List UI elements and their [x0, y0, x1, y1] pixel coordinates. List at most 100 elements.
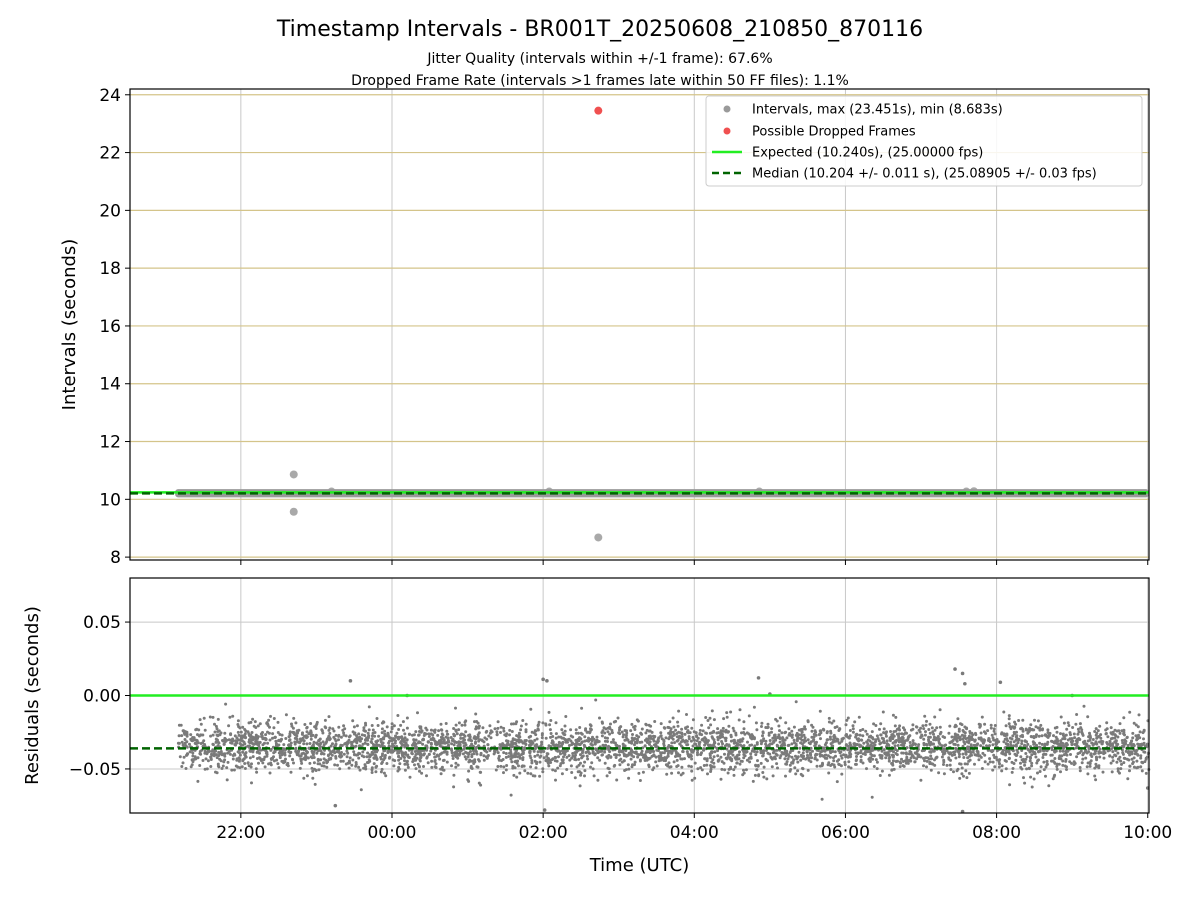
residual-point — [570, 743, 574, 747]
residual-point — [811, 749, 814, 753]
residual-point — [704, 716, 708, 719]
residual-point — [845, 718, 849, 722]
residual-point — [269, 714, 272, 718]
residual-point — [767, 731, 771, 735]
interval-point — [594, 533, 603, 542]
residual-point — [1025, 755, 1029, 759]
residual-point — [237, 733, 241, 737]
residual-point — [199, 742, 203, 745]
residual-point — [979, 731, 983, 735]
residuals-data — [130, 667, 1151, 814]
residual-point — [413, 758, 417, 762]
residual-point — [899, 736, 903, 740]
residual-point — [1141, 731, 1145, 735]
residual-point — [609, 722, 612, 726]
residual-point — [980, 767, 984, 770]
residual-point — [712, 755, 716, 759]
residual-point — [961, 729, 965, 732]
residual-point — [351, 719, 355, 723]
residual-point — [427, 735, 431, 738]
residual-point — [668, 720, 672, 724]
residual-point — [671, 730, 675, 734]
residual-outlier-point — [545, 679, 549, 683]
residual-point — [930, 726, 934, 730]
residual-point — [614, 719, 618, 723]
residual-point — [959, 722, 962, 726]
residual-point — [954, 724, 958, 728]
residual-point — [370, 737, 374, 741]
residual-point — [818, 752, 822, 756]
interval-point — [289, 507, 298, 516]
residual-point — [325, 765, 329, 769]
residual-point — [1132, 765, 1136, 769]
residual-point — [1084, 750, 1088, 754]
residual-point — [551, 742, 555, 746]
residual-point — [973, 753, 977, 757]
residual-point — [452, 734, 456, 738]
residual-point — [700, 723, 704, 727]
residual-point — [1075, 755, 1079, 759]
residual-point — [1052, 749, 1056, 753]
residual-point — [557, 755, 560, 759]
residual-point — [401, 720, 405, 724]
residual-point — [190, 739, 194, 743]
residual-point — [519, 724, 523, 728]
residual-point — [647, 734, 651, 738]
residual-point — [957, 727, 961, 731]
residual-point — [545, 754, 549, 758]
residual-point — [1087, 747, 1091, 751]
residual-point — [548, 728, 552, 732]
residual-point — [221, 752, 224, 756]
residual-point — [392, 744, 396, 748]
residual-point — [659, 734, 663, 738]
residual-point — [888, 755, 892, 759]
residual-point — [458, 741, 462, 745]
residual-point — [683, 732, 687, 736]
residual-point — [571, 735, 575, 739]
residual-point — [811, 739, 815, 743]
residual-point — [317, 743, 320, 746]
residual-point — [959, 762, 963, 766]
residual-point — [940, 755, 944, 759]
residual-point — [974, 733, 978, 737]
residual-point — [790, 755, 794, 759]
residual-point — [233, 734, 237, 738]
residual-point — [685, 713, 688, 716]
residual-point — [833, 750, 837, 754]
residual-point — [211, 742, 215, 746]
residual-point — [271, 736, 274, 740]
residual-point — [785, 736, 789, 740]
residual-point — [773, 733, 776, 737]
residual-point — [1044, 774, 1047, 778]
residual-point — [713, 750, 717, 754]
residual-point — [273, 749, 277, 753]
residual-point — [904, 731, 907, 735]
residual-point — [775, 753, 779, 757]
residual-point — [742, 720, 746, 724]
residual-point — [882, 731, 886, 735]
residual-point — [578, 784, 582, 788]
residual-point — [967, 750, 971, 754]
residual-point — [529, 707, 533, 711]
residual-point — [481, 726, 485, 730]
residual-point — [997, 765, 1001, 769]
residual-point — [680, 735, 684, 738]
residual-point — [788, 763, 792, 767]
residual-point — [870, 749, 874, 752]
residual-point — [291, 757, 294, 761]
residual-point — [690, 726, 694, 730]
residual-point — [403, 768, 407, 772]
residual-point — [357, 756, 361, 760]
residual-point — [1006, 742, 1010, 746]
residual-point — [733, 740, 737, 744]
residual-point — [442, 758, 446, 762]
residual-point — [759, 751, 763, 755]
residual-point — [1080, 730, 1084, 734]
residual-point — [588, 752, 591, 755]
residual-point — [820, 797, 824, 801]
residual-point — [1065, 765, 1068, 769]
residual-point — [364, 738, 367, 742]
residual-point — [438, 752, 442, 756]
residual-point — [403, 762, 407, 766]
residual-point — [1020, 726, 1024, 730]
